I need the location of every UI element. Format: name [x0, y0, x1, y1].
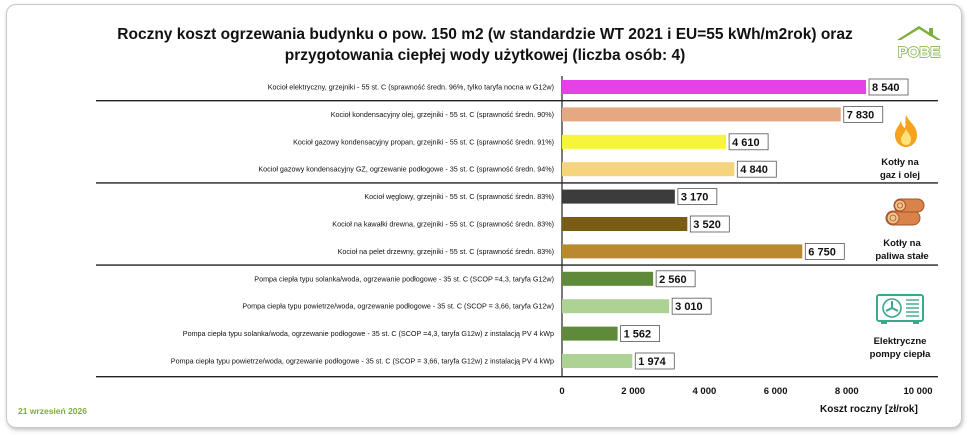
logo-text: POBE [898, 44, 941, 61]
category-label-6: Kocioł na pelet drzewny, grzejniki - 55 … [338, 247, 554, 256]
chart-title-line1: Roczny koszt ogrzewania budynku o pow. 1… [117, 26, 853, 43]
group-label-gas-oil: Kotły na gaz i olej [855, 156, 945, 182]
category-label-9: Pompa ciepła typu solanka/woda, ogrzewan… [183, 329, 554, 338]
bar-3 [562, 162, 735, 177]
value-label-box-4 [677, 188, 718, 206]
x-tick-label-0: 0 [559, 386, 564, 397]
chart-title: Roczny koszt ogrzewania budynku o pow. 1… [60, 24, 910, 66]
category-label-8: Pompa ciepła typu powietrze/woda, ogrzew… [242, 302, 554, 311]
bar-5 [562, 217, 688, 231]
category-label-3: Kocioł gazowy kondensacyjny GZ, ogrzewan… [258, 165, 554, 174]
category-label-2: Kocioł gazowy kondensacyjny propan, grze… [293, 137, 554, 146]
value-label-box-2 [728, 133, 769, 151]
value-label-box-9 [620, 325, 661, 343]
value-label-6: 6 750 [808, 246, 836, 258]
logs-icon [885, 198, 925, 226]
heat-pump-icon [876, 294, 924, 324]
value-label-9: 1 562 [624, 329, 652, 341]
group-label-gas-oil-line1: Kotły na [881, 157, 919, 168]
value-label-10: 1 974 [638, 356, 666, 368]
category-labels: Kocioł elektryczny, grzejniki - 55 st. C… [171, 83, 554, 366]
value-label-box-6 [804, 242, 845, 260]
x-tick-label-4: 8 000 [835, 386, 859, 397]
bar-0 [562, 80, 867, 94]
value-label-5: 3 520 [693, 219, 721, 231]
group-label-gas-oil-line2: gaz i olej [879, 170, 921, 181]
category-label-0: Kocioł elektryczny, grzejniki - 55 st. C… [268, 83, 554, 92]
bars [562, 80, 867, 368]
value-label-3: 4 840 [740, 164, 768, 176]
bar-6 [562, 244, 803, 259]
group-label-heat-pumps-line1: Elektryczne [873, 336, 927, 347]
x-tick-label-1: 2 000 [621, 386, 645, 397]
value-label-box-3 [736, 160, 777, 178]
bar-2 [562, 134, 727, 149]
value-label-box-8 [671, 297, 712, 315]
x-tick-label-3: 6 000 [764, 386, 788, 397]
bar-7 [562, 271, 654, 286]
bar-10 [562, 354, 633, 368]
value-label-box-10 [634, 352, 675, 370]
bar-4 [562, 189, 675, 204]
value-label-box-5 [689, 215, 730, 233]
flame-icon [895, 115, 917, 147]
x-tick-labels: 0 2 000 4 000 6 000 8 000 10 000 [559, 386, 932, 397]
bar-8 [562, 299, 670, 314]
chart-frame [6, 4, 962, 428]
value-label-8: 3 010 [675, 301, 703, 313]
group-label-solid-fuel-line2: paliwa stałe [875, 251, 929, 262]
category-label-10: Pompa ciepła typu powietrze/woda, ogrzew… [171, 357, 554, 366]
group-label-heat-pumps: Elektryczne pompy ciepła [855, 335, 945, 361]
value-label-4: 3 170 [681, 192, 709, 204]
value-label-box-0 [868, 78, 909, 96]
value-label-2: 4 610 [732, 137, 760, 149]
value-labels: 8 540 7 830 4 610 4 840 3 170 3 520 6 750 2 560… [620, 78, 909, 370]
category-label-5: Kocioł na kawałki drewna, grzejniki - 55… [332, 220, 554, 229]
x-axis-label: Koszt roczny [zł/rok] [820, 404, 918, 415]
group-label-solid-fuel-line1: Kotły na [883, 238, 921, 249]
value-label-1: 7 830 [847, 109, 875, 121]
x-tick-label-5: 10 000 [903, 386, 932, 397]
bar-9 [562, 326, 618, 341]
value-label-7: 2 560 [659, 274, 687, 286]
group-label-heat-pumps-line2: pompy ciepła [869, 349, 931, 360]
x-tick-label-2: 4 000 [693, 386, 717, 397]
category-label-7: Pompa ciepła typu solanka/woda, ogrzewan… [254, 274, 554, 283]
date-label: 21 wrzesień 2026 [18, 406, 87, 416]
pobe-logo: POBE [897, 26, 941, 62]
chart-title-line2: przygotowania ciepłej wody użytkowej (li… [284, 47, 686, 64]
category-label-4: Kocioł węglowy, grzejniki - 55 st. C (sp… [364, 192, 554, 201]
category-label-1: Kocioł kondensacyjny olej, grzejniki - 5… [331, 110, 554, 119]
value-label-box-7 [655, 270, 696, 288]
bar-1 [562, 107, 841, 122]
value-label-box-1 [843, 106, 884, 123]
value-label-0: 8 540 [872, 82, 900, 94]
group-label-solid-fuel: Kotły na paliwa stałe [857, 237, 947, 263]
